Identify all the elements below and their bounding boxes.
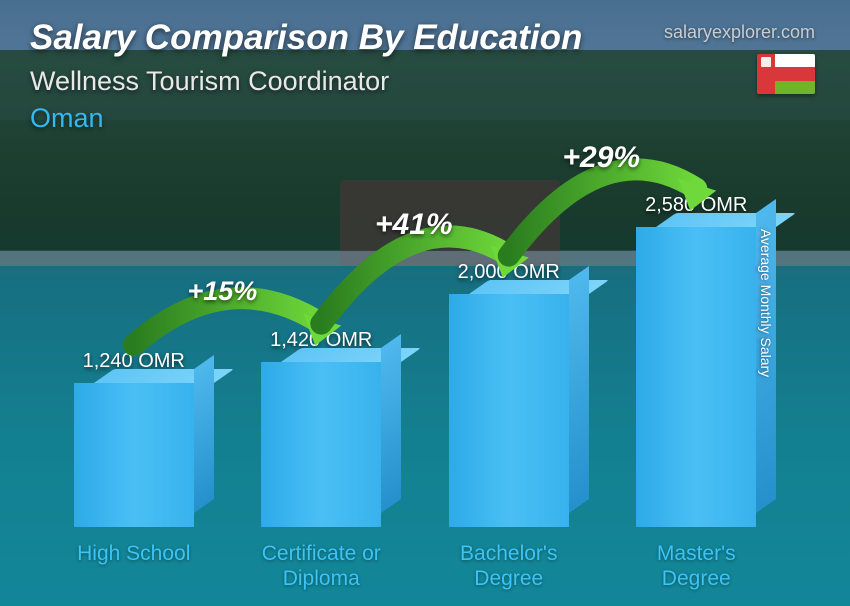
bar-front-face <box>449 294 569 527</box>
bar-group: 1,420 OMRCertificate orDiploma <box>239 329 404 591</box>
increase-pct-label: +29% <box>563 141 641 175</box>
flag-oman <box>757 54 815 94</box>
bar-front-face <box>636 227 756 527</box>
bar-3d <box>261 362 381 527</box>
brand-label: salaryexplorer.com <box>664 22 815 43</box>
bar-category-label: Certificate orDiploma <box>262 541 381 591</box>
bar-side-face <box>569 266 589 513</box>
flag-stripe-red <box>775 67 815 80</box>
flag-emblem <box>761 57 771 67</box>
bar-category-label: High School <box>77 541 190 591</box>
bar-3d <box>636 227 756 527</box>
bar-group: 1,240 OMRHigh School <box>51 350 216 591</box>
increase-pct-label: +15% <box>188 276 258 307</box>
chart-subtitle: Wellness Tourism Coordinator <box>30 66 820 97</box>
bar-side-face <box>381 334 401 513</box>
bar-front-face <box>261 362 381 527</box>
bar-3d <box>74 383 194 527</box>
chart-country: Oman <box>30 103 820 134</box>
bar-group: 2,580 OMRMaster'sDegree <box>614 194 779 591</box>
bar-front-face <box>74 383 194 527</box>
bar-category-label: Master'sDegree <box>657 541 736 591</box>
flag-stripe-white <box>775 54 815 67</box>
bar-3d <box>449 294 569 527</box>
yaxis-label: Average Monthly Salary <box>758 229 774 377</box>
bar-category-label: Bachelor'sDegree <box>460 541 557 591</box>
bar-group: 2,000 OMRBachelor'sDegree <box>426 261 591 591</box>
increase-pct-label: +41% <box>375 208 453 242</box>
bar-side-face <box>194 355 214 513</box>
flag-stripe-green <box>775 81 815 94</box>
